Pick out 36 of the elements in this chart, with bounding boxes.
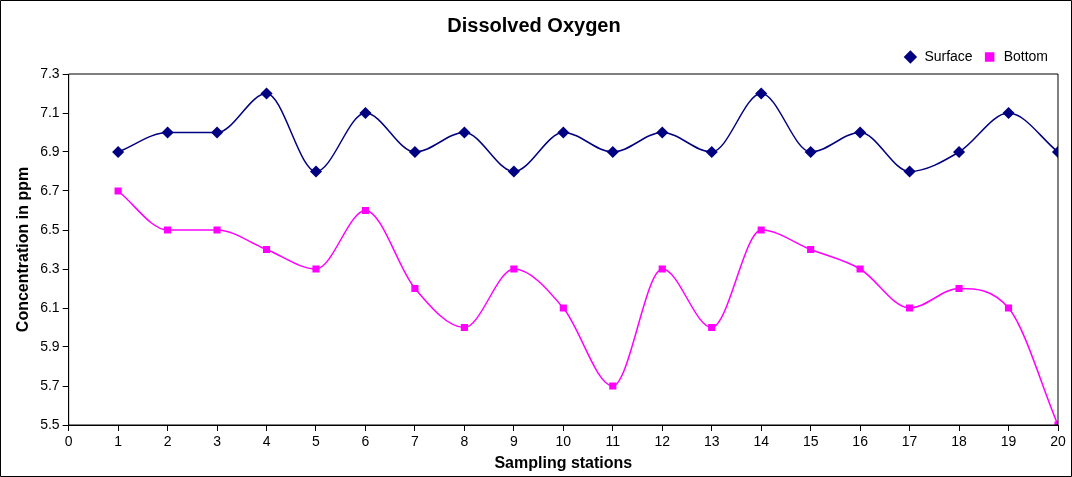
x-tick-label: 7 — [411, 433, 420, 450]
y-tick-label: 5.9 — [40, 337, 60, 354]
y-tick-label: 6.3 — [40, 259, 60, 276]
x-tick-label: 4 — [262, 433, 271, 450]
y-tick-label: 6.1 — [40, 298, 60, 315]
x-tick-label: 10 — [555, 433, 572, 450]
x-tick-label: 13 — [703, 433, 720, 450]
x-tick-label: 15 — [802, 433, 819, 450]
chart-title: Dissolved Oxygen — [447, 13, 621, 36]
x-tick-label: 6 — [361, 433, 370, 450]
y-tick-label: 6.5 — [40, 220, 60, 237]
legend-label: Bottom — [1003, 47, 1049, 64]
x-tick-label: 9 — [509, 433, 518, 450]
x-tick-label: 8 — [460, 433, 469, 450]
y-tick-label: 5.5 — [40, 415, 60, 432]
y-axis-title: Concentration in ppm — [14, 166, 32, 333]
y-tick-label: 6.9 — [40, 142, 60, 159]
legend-label: Surface — [924, 47, 973, 64]
x-tick-label: 17 — [901, 433, 918, 450]
x-tick-label: 2 — [163, 433, 172, 450]
x-tick-label: 12 — [654, 433, 671, 450]
y-tick-label: 6.7 — [40, 181, 60, 198]
x-tick-label: 5 — [312, 433, 321, 450]
x-axis-title: Sampling stations — [494, 453, 633, 471]
x-tick-label: 3 — [213, 433, 222, 450]
x-tick-label: 1 — [114, 433, 123, 450]
x-tick-label: 20 — [1050, 433, 1066, 450]
x-tick-label: 16 — [852, 433, 869, 450]
y-tick-label: 5.7 — [40, 376, 60, 393]
y-tick-label: 7.1 — [40, 103, 60, 120]
x-tick-label: 19 — [1000, 433, 1017, 450]
x-tick-label: 11 — [605, 433, 621, 450]
x-tick-label: 0 — [64, 433, 73, 450]
x-tick-label: 14 — [753, 433, 770, 450]
y-tick-label: 7.3 — [40, 64, 60, 81]
x-tick-label: 18 — [951, 433, 968, 450]
